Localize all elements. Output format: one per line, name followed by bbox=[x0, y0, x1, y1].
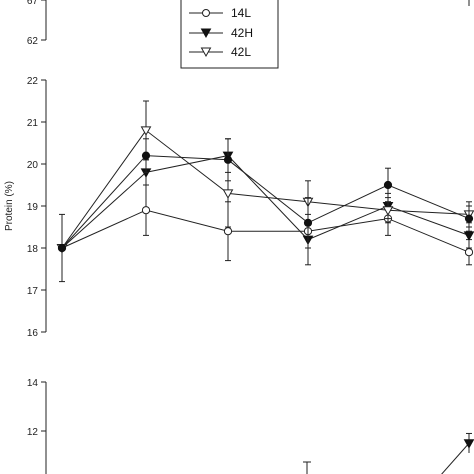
legend-box bbox=[180, 0, 279, 69]
open-circle-marker-icon bbox=[202, 9, 210, 17]
protein-y-tick-label: 19 bbox=[27, 202, 39, 213]
legend: 14L 42H 42L bbox=[180, 0, 279, 69]
protein-y-tick-label: 18 bbox=[27, 244, 39, 255]
protein-y-tick-label: 21 bbox=[27, 118, 39, 129]
filled-circle-marker bbox=[57, 243, 67, 253]
legend-label-14l: 14L bbox=[231, 6, 251, 20]
protein-y-tick-label: 16 bbox=[27, 328, 39, 339]
series-42h bbox=[56, 138, 474, 266]
series-line bbox=[61, 155, 470, 249]
protein-y-axis-title: Protein (%) bbox=[4, 181, 15, 231]
open-triangle-marker bbox=[382, 206, 394, 216]
protein-y-tick-label: 20 bbox=[27, 160, 39, 171]
series-14l bbox=[57, 184, 474, 283]
filled-triangle-marker bbox=[463, 439, 474, 449]
open-circle-marker bbox=[141, 206, 151, 215]
filled-circle-marker bbox=[303, 218, 313, 227]
series-line bbox=[61, 209, 470, 253]
legend-entry-14l: 14L bbox=[189, 6, 251, 20]
top-panel: 67 62 bbox=[27, 0, 470, 47]
filled-circle-marker bbox=[223, 155, 233, 164]
series-line bbox=[61, 129, 470, 249]
legend-label-42h: 42H bbox=[231, 26, 253, 40]
protein-y-tick-label: 22 bbox=[27, 76, 39, 87]
bottom-series-line bbox=[441, 442, 470, 474]
legend-label-42l: 42L bbox=[231, 45, 251, 59]
bottom-y-tick-label: 12 bbox=[27, 427, 39, 438]
filled-circle-marker bbox=[383, 180, 393, 190]
filled-circle-marker bbox=[464, 214, 474, 223]
legend-entry-42l: 42L bbox=[189, 45, 251, 59]
open-triangle-marker bbox=[140, 126, 152, 136]
protein-panel: 16 17 18 19 20 21 22 Protein (%) bbox=[4, 76, 474, 339]
series-unlabeled bbox=[57, 138, 474, 253]
bottom-panel: 12 14 bbox=[27, 378, 474, 474]
top-panel-tick-label: 67 bbox=[27, 0, 39, 7]
legend-entry-42h: 42H bbox=[189, 26, 253, 40]
top-panel-tick-label: 62 bbox=[27, 36, 39, 47]
protein-y-tick-label: 17 bbox=[27, 286, 39, 297]
open-circle-marker bbox=[223, 227, 233, 236]
filled-triangle-marker-icon bbox=[200, 28, 212, 39]
open-triangle-marker bbox=[222, 189, 234, 199]
filled-circle-marker bbox=[141, 151, 151, 160]
bottom-y-tick-label: 14 bbox=[27, 378, 39, 389]
open-circle-marker bbox=[464, 248, 474, 257]
open-triangle-marker-icon bbox=[200, 47, 212, 58]
series-42l bbox=[56, 100, 474, 254]
filled-triangle-marker bbox=[463, 231, 474, 241]
series-line bbox=[61, 155, 470, 249]
